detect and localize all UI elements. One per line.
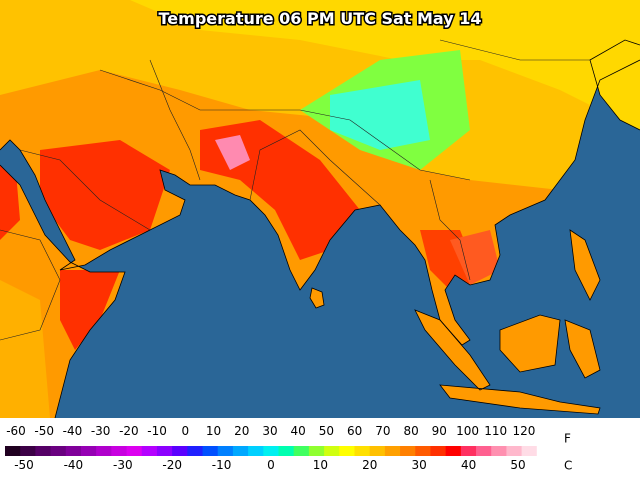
color-step [202, 446, 219, 456]
fahrenheit-tick: -40 [63, 424, 83, 438]
celsius-unit: C [564, 459, 572, 473]
fahrenheit-tick: -10 [147, 424, 167, 438]
fahrenheit-tick: 70 [375, 424, 390, 438]
map-title: Temperature 06 PM UTC Sat May 14 [159, 9, 482, 28]
celsius-tick: 10 [313, 458, 328, 472]
fahrenheit-tick: 110 [484, 424, 507, 438]
fahrenheit-tick: -50 [34, 424, 54, 438]
color-step [126, 446, 143, 456]
color-step [354, 446, 371, 456]
fahrenheit-tick: 20 [234, 424, 249, 438]
fahrenheit-tick: -30 [91, 424, 111, 438]
fahrenheit-tick: 0 [181, 424, 189, 438]
celsius-tick: 30 [412, 458, 427, 472]
color-step [217, 446, 234, 456]
color-step [263, 446, 279, 456]
color-step [156, 446, 173, 456]
fahrenheit-tick: 80 [403, 424, 418, 438]
color-step [278, 446, 295, 456]
color-step [460, 446, 477, 456]
color-step [308, 446, 325, 456]
color-step [324, 446, 340, 456]
color-step [491, 446, 507, 456]
celsius-tick: -20 [162, 458, 182, 472]
fahrenheit-tick: 30 [262, 424, 277, 438]
fahrenheit-tick: 120 [513, 424, 536, 438]
color-step [172, 446, 188, 456]
color-step [187, 446, 204, 456]
color-step [248, 446, 264, 456]
fahrenheit-tick: -20 [119, 424, 139, 438]
color-step [96, 446, 112, 456]
color-step [339, 446, 355, 456]
color-step [415, 446, 431, 456]
color-step [141, 446, 158, 456]
fahrenheit-tick: 100 [456, 424, 479, 438]
color-step [5, 446, 21, 456]
fahrenheit-tick: 60 [347, 424, 362, 438]
color-step [80, 446, 97, 456]
color-step [20, 446, 36, 456]
color-step [536, 446, 553, 456]
color-step [384, 446, 401, 456]
color-step [476, 446, 492, 456]
color-step [232, 446, 249, 456]
color-step [445, 446, 462, 456]
color-step [65, 446, 82, 456]
color-step [521, 446, 538, 456]
color-step [400, 446, 416, 456]
celsius-tick: 50 [510, 458, 525, 472]
color-step [506, 446, 523, 456]
fahrenheit-tick: 90 [432, 424, 447, 438]
color-step [293, 446, 310, 456]
color-step [369, 446, 386, 456]
coastlines [0, 39, 640, 419]
celsius-tick: -10 [212, 458, 232, 472]
color-legend: F C -60 -50 -40 -30 -20 -10 0 10 20 30 40 50 60 70 80 9… [5, 424, 572, 473]
fahrenheit-tick: 40 [291, 424, 306, 438]
celsius-tick: -40 [64, 458, 84, 472]
fahrenheit-unit: F [564, 432, 571, 446]
celsius-tick: -30 [113, 458, 133, 472]
fahrenheit-tick: -60 [6, 424, 26, 438]
celsius-tick: 20 [362, 458, 377, 472]
fahrenheit-tick: 10 [206, 424, 221, 438]
celsius-tick: -50 [14, 458, 34, 472]
celsius-tick: 40 [461, 458, 476, 472]
celsius-tick: 0 [267, 458, 275, 472]
color-step [35, 446, 52, 456]
color-step [50, 446, 67, 456]
fahrenheit-tick: 50 [319, 424, 334, 438]
borders [0, 39, 590, 341]
color-step [111, 446, 128, 456]
color-step [430, 446, 447, 456]
